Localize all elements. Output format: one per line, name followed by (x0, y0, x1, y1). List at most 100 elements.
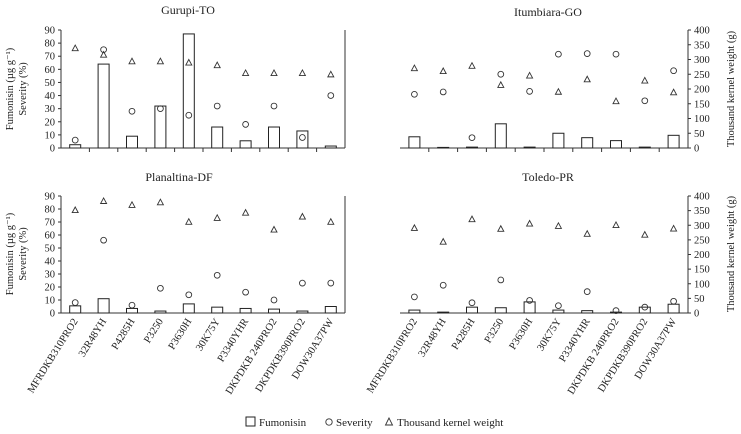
panel-4-ytick-label: 50 (694, 294, 705, 305)
panel-1-tkw-point (213, 61, 221, 69)
panel-1-title: Gurupi-TO (161, 3, 215, 17)
panel-3-ytick-label: 90 (45, 192, 56, 203)
panel-3-fumonisin-bar (239, 307, 252, 314)
panel-2-tkw-point (583, 75, 591, 83)
panel-1-ytick-label: 80 (45, 39, 56, 50)
panel-1-fumonisin-bar (97, 63, 110, 149)
panel-3-fumonisin-bar (296, 310, 309, 314)
panel-2-fumonisin-bar (408, 136, 421, 149)
panel-1-severity-point (185, 111, 193, 119)
panel-3-category-label: 30K75Y (194, 316, 223, 353)
panel-2-severity-point (555, 50, 562, 58)
panel-4-category-label: P3250 (483, 317, 507, 346)
panel-4-fumonisin-bar (523, 301, 536, 314)
panel-3-tkw-point (71, 206, 79, 214)
panel-3-category-label: MFRDKB310PRO2 (26, 317, 81, 396)
panel-3-category-label: DKPDKB 240PRO2 (224, 317, 280, 397)
panel-1-severity-point (128, 107, 136, 115)
panel-1-ytick-label: 20 (45, 117, 56, 128)
panel-4-tkw-point (612, 220, 620, 229)
panel-3-severity-point (157, 284, 164, 292)
panel-2-ytick-label: 350 (694, 40, 710, 51)
panel-2-fumonisin-bar (466, 146, 478, 149)
panel-4-fumonisin-bar (610, 311, 622, 314)
panel-4-tkw-point (554, 221, 563, 229)
panel-2-severity-point (670, 67, 677, 75)
panel-3-severity-point (242, 288, 249, 296)
panel-3-tkw-point (270, 225, 278, 233)
panel-2-tkw-point (641, 76, 649, 84)
panel-1-tkw-point (128, 57, 136, 65)
panel-4-category-label: 30K75Y (535, 316, 564, 353)
panel-1-ytick-label: 90 (45, 26, 56, 37)
panel-2-fumonisin-bar (437, 146, 450, 149)
panel-1-fumonisin-bar (69, 144, 82, 149)
panel-4-ytick-label: 400 (694, 192, 710, 203)
legend-tkw-swatch (384, 416, 394, 426)
panel-3-category-label: P4285H (110, 316, 138, 351)
panel-2-severity-point (497, 70, 505, 78)
panel-3-tkw-point (298, 212, 307, 220)
panel-4-tkw-point (497, 224, 505, 232)
panel-2-title: Itumbiara-GO (514, 5, 582, 19)
panel-4-fumonisin-bar (437, 311, 450, 314)
panel-3-tkw-point (327, 217, 335, 225)
panel-1-ytick-label: 50 (45, 78, 56, 89)
panel-4-severity-point (526, 297, 533, 304)
panel-4-ytick-label: 300 (694, 221, 710, 232)
panel-2-fumonisin-bar (552, 132, 565, 149)
panel-4-category-label: P4285H (450, 316, 478, 351)
panel-2-tkw-point (439, 67, 447, 75)
panel-2-ytick-label: 0 (694, 144, 699, 155)
panel-4-severity-point (439, 281, 447, 289)
panel-4-tkw-point (669, 224, 678, 232)
panel-1-fumonisin-bar (182, 33, 195, 149)
panel-1-ytick-label: 40 (45, 91, 56, 102)
panel-2-fumonisin-bar (638, 146, 651, 149)
panel-4-ytick-label: 100 (694, 279, 710, 290)
panel-3-ytick-label: 60 (45, 231, 56, 242)
panel-1-tkw-point (298, 69, 307, 77)
panel-3-severity-point (213, 271, 221, 279)
panel-4-ytick-label: 200 (694, 250, 710, 261)
panel-1-fumonisin-bar (211, 126, 224, 149)
panel-3-ytick-label: 30 (45, 270, 56, 281)
panel-1-severity-point (157, 105, 164, 113)
panel-4-tkw-point (641, 230, 649, 238)
panel-1-ytick-label: 60 (45, 65, 56, 76)
panel-4-fumonisin-bar (581, 310, 594, 314)
panel-3-category-label: P3250 (142, 317, 166, 346)
panel-4-severity-point (555, 302, 562, 310)
panel-2-severity-point (641, 97, 649, 105)
panel-1-severity-point (213, 102, 221, 110)
panel-4-ytick-label: 0 (694, 309, 699, 320)
legend-fumonisin-label: Fumonisin (259, 417, 307, 429)
panel-3-severity-point (327, 279, 335, 287)
panel-4-tkw-point (583, 229, 591, 237)
panel-3-ytick-label: 50 (45, 244, 56, 255)
panel-2-severity-point (439, 88, 447, 96)
panel-1-ytick-label: 70 (45, 52, 56, 63)
panel-1-tkw-point (270, 69, 278, 77)
panel-4-severity-point (411, 293, 418, 301)
panel-2-fumonisin-bar (523, 146, 536, 149)
right-axis-label-top: Thousand kernel weight (g) (726, 30, 737, 147)
panel-1-tkw-point (241, 69, 250, 77)
panel-4-fumonisin-bar (494, 307, 507, 314)
panel-3-severity-point (71, 299, 79, 306)
panel-1-severity-point (71, 136, 79, 144)
panel-2-tkw-point (612, 97, 620, 105)
panel-1-severity-point (299, 134, 306, 141)
panel-3-tkw-point (241, 208, 250, 216)
panel-3-ytick-label: 40 (45, 257, 56, 268)
panel-1-severity-point (100, 46, 107, 54)
panel-3-severity-point (299, 279, 306, 287)
panel-3-fumonisin-bar (69, 305, 82, 314)
panel-4-severity-point (497, 276, 505, 284)
panel-1-ytick-label: 10 (45, 130, 56, 141)
panel-3-fumonisin-bar (324, 306, 337, 314)
panel-1-fumonisin-bar (239, 140, 252, 149)
panel-2-ytick-label: 50 (694, 129, 705, 140)
panel-2-severity-point (411, 90, 418, 98)
panel-2-tkw-point (554, 87, 563, 95)
